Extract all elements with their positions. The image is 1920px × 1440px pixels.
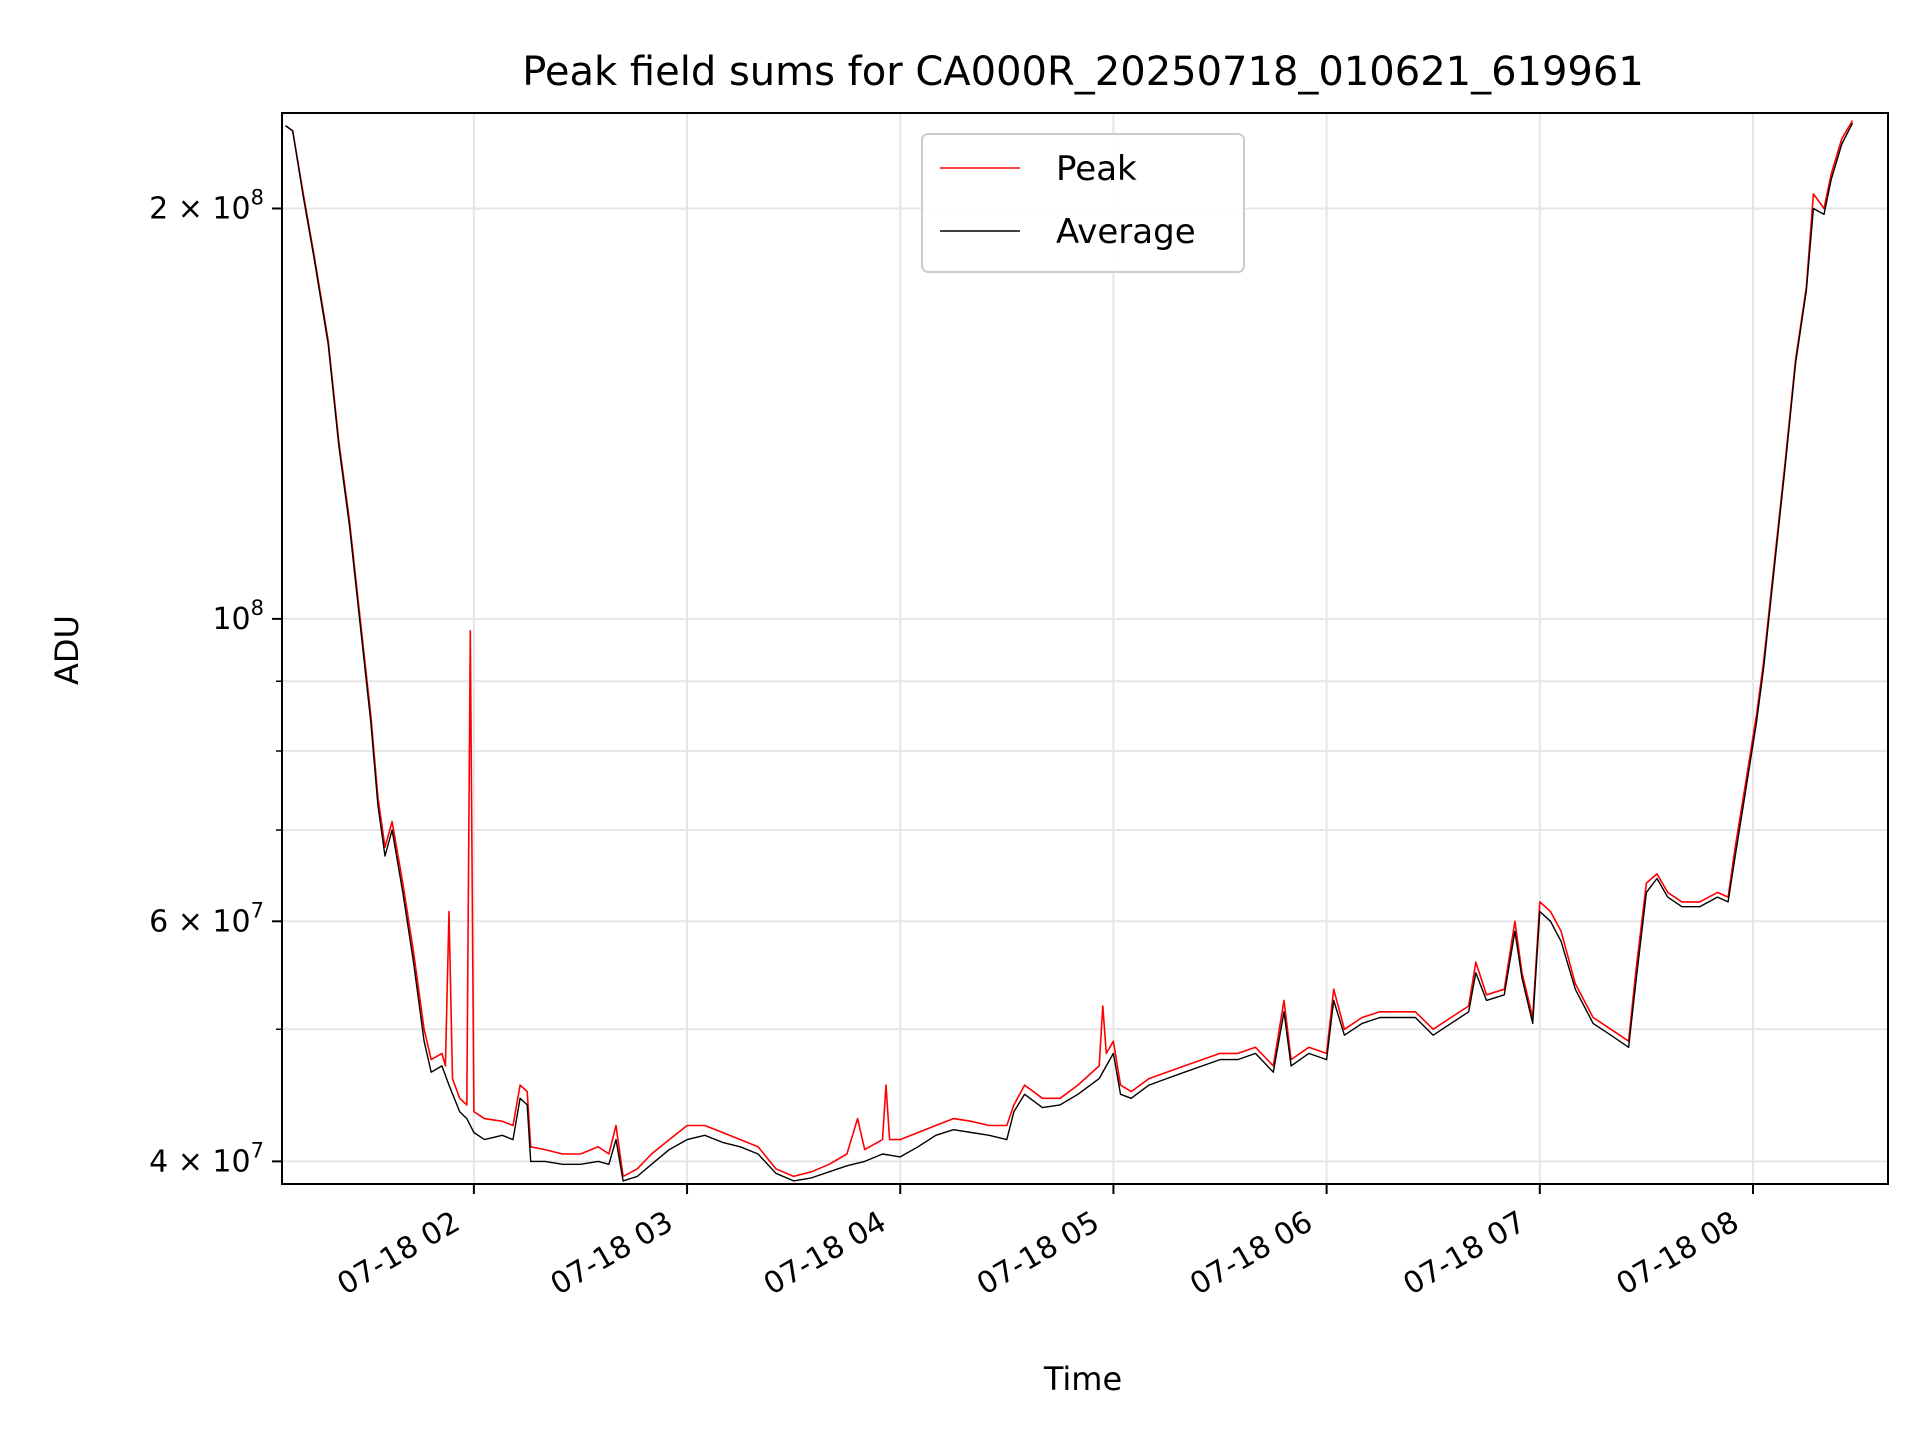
legend-label-peak: Peak [1056,149,1137,189]
chart-title: Peak field sums for CA000R_20250718_0106… [522,49,1644,95]
x-axis-label: Time [1043,1360,1122,1398]
y-tick-label: 2 × 108 [149,185,264,226]
legend: Peak Average [921,133,1245,273]
series-line-peak [285,120,1854,1178]
y-tick-label: 4 × 107 [149,1138,264,1179]
plot-frame [281,112,1889,1185]
y-tick-label: 6 × 107 [149,898,264,939]
y-tick-label: 108 [212,596,264,637]
y-axis-label: ADU [48,615,86,685]
legend-label-average: Average [1056,212,1196,252]
series-layer [285,120,1854,1182]
series-line-average [285,122,1854,1182]
grid [282,113,1888,1184]
